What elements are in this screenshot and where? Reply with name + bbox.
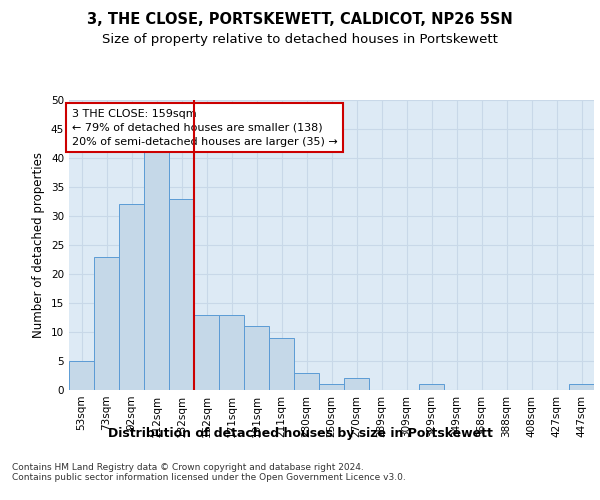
Bar bbox=[294, 372, 319, 390]
Bar bbox=[69, 361, 94, 390]
Text: Contains HM Land Registry data © Crown copyright and database right 2024.
Contai: Contains HM Land Registry data © Crown c… bbox=[12, 462, 406, 482]
Bar bbox=[219, 314, 244, 390]
Bar bbox=[269, 338, 294, 390]
Bar bbox=[419, 384, 444, 390]
Text: Size of property relative to detached houses in Portskewett: Size of property relative to detached ho… bbox=[102, 32, 498, 46]
Text: 3, THE CLOSE, PORTSKEWETT, CALDICOT, NP26 5SN: 3, THE CLOSE, PORTSKEWETT, CALDICOT, NP2… bbox=[87, 12, 513, 28]
Bar bbox=[144, 152, 169, 390]
Text: Distribution of detached houses by size in Portskewett: Distribution of detached houses by size … bbox=[107, 428, 493, 440]
Y-axis label: Number of detached properties: Number of detached properties bbox=[32, 152, 46, 338]
Bar bbox=[119, 204, 144, 390]
Bar bbox=[169, 198, 194, 390]
Bar bbox=[194, 314, 219, 390]
Bar bbox=[569, 384, 594, 390]
Bar bbox=[244, 326, 269, 390]
Bar bbox=[344, 378, 369, 390]
Bar bbox=[319, 384, 344, 390]
Text: 3 THE CLOSE: 159sqm
← 79% of detached houses are smaller (138)
20% of semi-detac: 3 THE CLOSE: 159sqm ← 79% of detached ho… bbox=[71, 108, 337, 146]
Bar bbox=[94, 256, 119, 390]
